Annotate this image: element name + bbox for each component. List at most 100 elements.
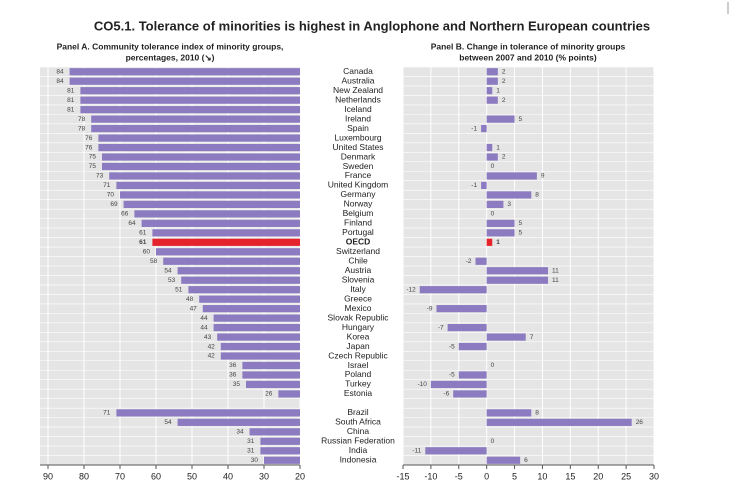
bar: [486, 87, 493, 95]
category-label: Indonesia: [340, 455, 377, 465]
bar: [102, 162, 300, 171]
category-label: Poland: [345, 369, 372, 379]
bar: [80, 96, 301, 104]
bar: [486, 229, 515, 237]
value-label: 3: [507, 201, 511, 208]
value-label: -1: [471, 125, 477, 132]
bar: [436, 305, 487, 313]
bar: [109, 172, 300, 180]
value-label: 0: [491, 362, 495, 369]
value-label: -7: [438, 324, 444, 331]
category-label: Sweden: [343, 161, 374, 171]
category-label: Belgium: [343, 208, 374, 218]
bar: [486, 219, 515, 227]
x-tick-label: 20: [593, 471, 603, 481]
bar: [481, 181, 487, 190]
category-label: New Zealand: [333, 85, 383, 95]
bar: [278, 390, 300, 398]
value-label: 2: [502, 68, 506, 75]
bar: [98, 134, 301, 142]
bar: [98, 143, 301, 152]
value-label: 30: [251, 457, 259, 464]
bar: [486, 333, 526, 341]
value-label: 9: [541, 173, 545, 180]
x-tick-label: 70: [115, 471, 125, 481]
value-label: 73: [96, 173, 104, 180]
panel-title: percentages, 2010 (↘): [126, 52, 215, 62]
bar: [458, 371, 487, 379]
bar: [213, 323, 300, 332]
category-label: Japan: [346, 341, 369, 351]
category-label: Luxembourg: [334, 132, 382, 142]
category-label: Hungary: [342, 322, 375, 332]
category-label: Mexico: [345, 303, 372, 313]
value-label: 31: [247, 448, 255, 455]
value-label: 44: [200, 324, 208, 331]
category-label: Netherlands: [335, 94, 381, 104]
bar: [120, 191, 300, 199]
value-label: -5: [449, 343, 455, 350]
value-label: 35: [233, 381, 241, 388]
bar: [486, 68, 498, 76]
bar: [486, 456, 521, 464]
category-label: Chile: [348, 256, 368, 266]
bar: [91, 115, 300, 123]
value-label: 78: [78, 125, 86, 132]
value-label: 54: [164, 419, 172, 426]
bar: [152, 229, 300, 237]
x-tick-label: 30: [649, 471, 659, 481]
value-label: 11: [552, 267, 559, 274]
value-label: 75: [89, 163, 97, 170]
bar: [486, 115, 515, 123]
x-tick-label: 90: [43, 471, 53, 481]
bar: [453, 390, 487, 398]
bar: [220, 342, 300, 351]
value-label: -2: [466, 258, 472, 265]
value-label: 71: [103, 182, 111, 189]
value-label: 0: [491, 211, 495, 218]
bar: [481, 124, 487, 133]
value-label: 26: [636, 419, 644, 426]
category-label: Germany: [341, 189, 377, 199]
x-tick-label: 5: [512, 471, 517, 481]
value-label: 6: [524, 457, 528, 464]
x-tick-label: 20: [295, 471, 305, 481]
value-label: -11: [412, 448, 421, 455]
value-label: 11: [552, 277, 559, 284]
bar: [102, 153, 300, 161]
bar: [156, 248, 300, 256]
bar: [486, 276, 549, 284]
value-label: -10: [417, 381, 427, 388]
value-label: 51: [175, 286, 183, 293]
category-label: OECD: [346, 237, 371, 247]
bar: [177, 267, 300, 275]
category-label: France: [345, 170, 372, 180]
value-label: 5: [519, 220, 523, 227]
x-tick-label: 30: [259, 471, 269, 481]
x-tick-label: 0: [484, 471, 489, 481]
category-label: Finland: [344, 218, 372, 228]
bar: [202, 305, 300, 313]
bar: [91, 124, 300, 133]
value-label: 1: [496, 87, 500, 94]
category-label: Switzerland: [336, 246, 380, 256]
value-label: 54: [164, 267, 172, 274]
bar: [123, 200, 300, 209]
bar: [486, 96, 498, 104]
x-tick-label: 10: [537, 471, 547, 481]
value-label: 71: [103, 410, 111, 417]
value-label: 1: [496, 239, 500, 246]
x-tick-label: 15: [565, 471, 575, 481]
value-label: 44: [200, 315, 208, 322]
bar: [217, 333, 300, 341]
value-label: 70: [107, 192, 115, 199]
bar: [134, 210, 300, 218]
category-label: Italy: [350, 284, 366, 294]
value-label: 64: [128, 220, 136, 227]
bar: [80, 87, 301, 95]
bar: [486, 418, 632, 426]
category-label: Turkey: [345, 379, 371, 389]
category-label: Brazil: [347, 407, 368, 417]
bar: [486, 200, 504, 209]
